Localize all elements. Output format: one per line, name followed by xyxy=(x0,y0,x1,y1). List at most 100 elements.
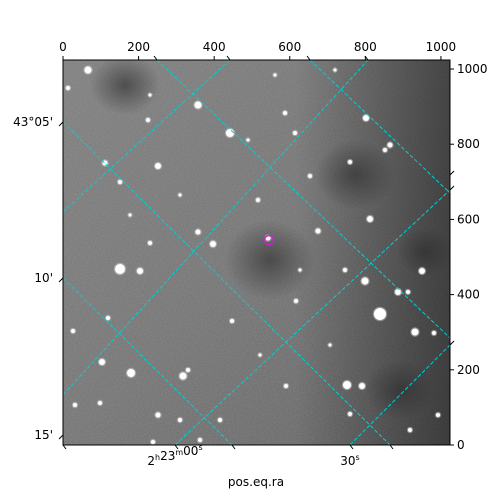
star xyxy=(178,418,182,422)
ra-value: 23 xyxy=(160,449,175,463)
right-tick-label: 200 xyxy=(457,363,480,377)
star xyxy=(283,111,287,115)
star xyxy=(148,93,152,97)
star xyxy=(256,198,260,202)
star xyxy=(408,428,412,432)
right-tick-label: 1000 xyxy=(457,62,488,76)
star xyxy=(328,343,332,347)
ra-tick xyxy=(349,444,354,450)
star xyxy=(71,329,75,333)
star xyxy=(406,290,410,294)
target-circle xyxy=(263,234,275,246)
ra-value: 30 xyxy=(340,454,355,468)
star xyxy=(179,372,187,380)
grid-edge-tick xyxy=(153,55,158,61)
star xyxy=(348,160,352,164)
star xyxy=(308,174,312,178)
star-field xyxy=(64,65,442,445)
grid-edge-tick xyxy=(449,170,455,176)
star xyxy=(98,401,102,405)
star xyxy=(436,413,440,417)
top-tick-label: 1000 xyxy=(426,40,457,54)
grid-line xyxy=(63,121,391,445)
star xyxy=(99,359,105,365)
star xyxy=(137,268,143,274)
star xyxy=(298,268,302,272)
dec-tick xyxy=(58,434,64,440)
star xyxy=(148,241,152,245)
ra-unit-superscript: s xyxy=(198,443,202,452)
grid-edge-tick xyxy=(226,55,231,61)
star xyxy=(146,118,150,122)
star xyxy=(226,129,234,137)
star xyxy=(195,229,201,235)
ra-unit-superscript: m xyxy=(175,448,183,457)
ra-tick xyxy=(231,444,236,450)
grid-line xyxy=(63,60,369,396)
star xyxy=(258,353,262,357)
star xyxy=(411,328,419,336)
dec-tick-label: 15' xyxy=(34,428,53,442)
star xyxy=(155,163,161,169)
star xyxy=(118,180,122,184)
ra-tick xyxy=(389,444,394,450)
dec-tick xyxy=(58,277,64,283)
star xyxy=(432,331,436,335)
star xyxy=(383,148,387,152)
top-tick-label: 600 xyxy=(278,40,301,54)
star xyxy=(293,131,297,135)
star xyxy=(73,403,77,407)
x-axis-title: pos.eq.ra xyxy=(228,475,284,489)
star xyxy=(194,101,202,109)
ra-unit-superscript: h xyxy=(155,453,160,462)
dec-tick xyxy=(58,121,64,127)
dark-patch xyxy=(397,227,450,277)
star xyxy=(66,86,70,90)
star xyxy=(343,381,351,389)
star xyxy=(151,440,155,444)
right-tick-label: 800 xyxy=(457,137,480,151)
star xyxy=(387,142,393,148)
star xyxy=(106,316,110,320)
ra-tick xyxy=(174,444,179,450)
image-layer xyxy=(63,60,450,445)
star xyxy=(284,384,288,388)
right-tick-label: 0 xyxy=(457,438,465,452)
star xyxy=(230,319,234,323)
star xyxy=(374,308,386,320)
star xyxy=(359,383,365,389)
star xyxy=(218,418,222,422)
grid-line xyxy=(63,277,233,445)
ra-value: 2 xyxy=(147,454,155,468)
top-tick-label: 0 xyxy=(59,40,67,54)
right-tick-label: 400 xyxy=(457,288,480,302)
target-marker xyxy=(263,234,275,246)
top-tick-label: 400 xyxy=(203,40,226,54)
ra-unit-superscript: s xyxy=(356,453,360,462)
grid-edge-tick xyxy=(364,55,369,61)
star xyxy=(198,438,202,442)
star xyxy=(246,138,250,142)
dark-patch xyxy=(90,60,160,115)
star xyxy=(363,115,369,121)
ra-tick xyxy=(62,444,67,450)
grid-line xyxy=(63,60,231,213)
dark-patch xyxy=(315,140,395,210)
dark-patch xyxy=(225,220,315,300)
star xyxy=(294,299,298,303)
coordinate-grid xyxy=(63,60,450,445)
grid-line xyxy=(156,60,450,339)
star xyxy=(273,73,277,77)
top-tick-label: 200 xyxy=(127,40,150,54)
dark-patch xyxy=(365,360,435,420)
grid-edge-tick xyxy=(306,55,311,61)
plot-frame xyxy=(62,59,451,446)
grid-line xyxy=(174,189,450,445)
dec-tick-label: 43°05' xyxy=(13,115,53,129)
top-pixel-axis: 0 200 400 600 800 1000 xyxy=(59,40,456,60)
top-tick-label: 800 xyxy=(354,40,377,54)
ra-value: 00 xyxy=(183,444,198,458)
star xyxy=(186,368,190,372)
star xyxy=(210,241,216,247)
